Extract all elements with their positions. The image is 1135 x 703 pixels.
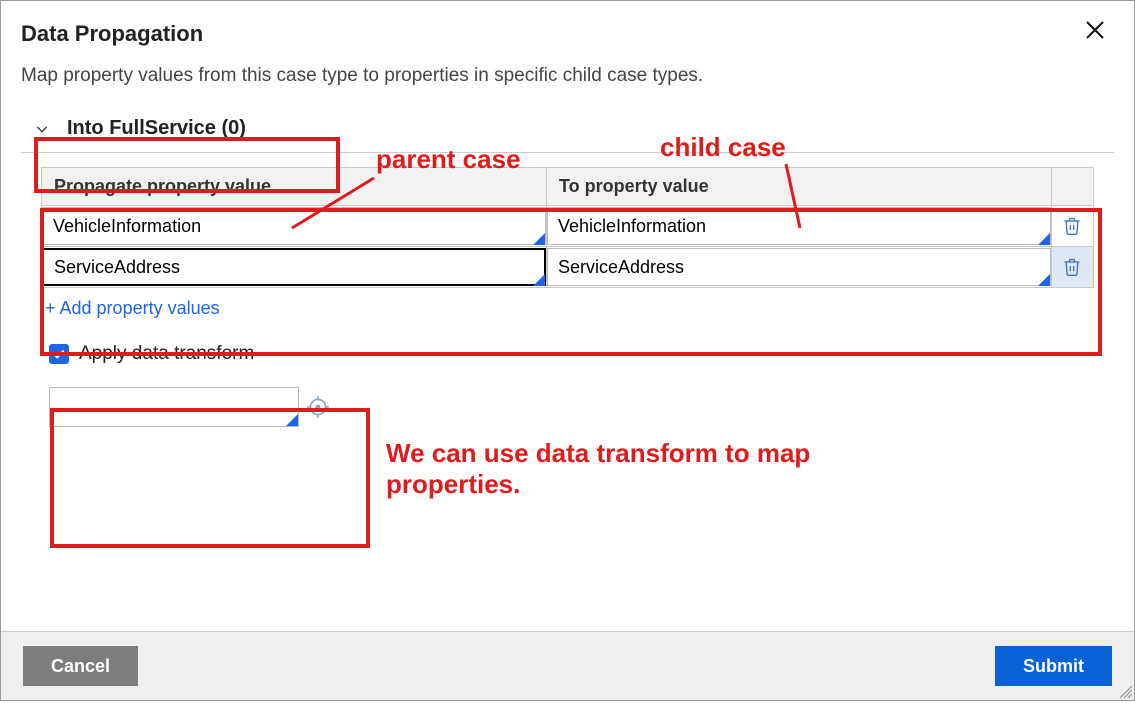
- apply-transform-row: Apply data transform: [49, 343, 369, 365]
- propagate-from-input[interactable]: [42, 207, 546, 245]
- data-transform-input[interactable]: [49, 387, 299, 427]
- data-propagation-dialog: Data Propagation Map property values fro…: [0, 0, 1135, 701]
- close-icon: [1083, 18, 1107, 47]
- col-header-from: Propagate property value: [42, 168, 547, 206]
- submit-button[interactable]: Submit: [995, 646, 1112, 686]
- close-button[interactable]: [1078, 15, 1112, 49]
- accordion-label: Into FullService (0): [67, 117, 246, 140]
- divider: [21, 152, 1114, 153]
- table-row: [42, 247, 1094, 288]
- propagate-to-input[interactable]: [547, 207, 1051, 245]
- dialog-title: Data Propagation: [21, 21, 1114, 47]
- trash-icon: [1062, 215, 1082, 237]
- apply-transform-label: Apply data transform: [79, 343, 254, 365]
- add-property-row: + Add property values: [45, 298, 1094, 319]
- trash-icon: [1062, 256, 1082, 278]
- delete-row-button[interactable]: [1053, 207, 1092, 245]
- table-row: [42, 206, 1094, 247]
- mapping-section: Propagate property value To property val…: [41, 167, 1094, 445]
- apply-transform-checkbox[interactable]: [49, 344, 69, 364]
- dialog-footer: Cancel Submit: [1, 631, 1134, 700]
- cancel-button[interactable]: Cancel: [23, 646, 138, 686]
- mapping-table: Propagate property value To property val…: [41, 167, 1094, 288]
- delete-row-button[interactable]: [1053, 248, 1092, 286]
- apply-transform-box: Apply data transform: [41, 337, 377, 445]
- col-header-to: To property value: [546, 168, 1051, 206]
- propagate-from-input[interactable]: [42, 248, 546, 286]
- crosshair-open-rule-button[interactable]: [305, 394, 331, 420]
- propagate-to-input[interactable]: [547, 248, 1051, 286]
- resize-grip-icon[interactable]: [1116, 682, 1132, 698]
- accordion-header[interactable]: Into FullService (0): [21, 111, 339, 146]
- chevron-down-icon: [33, 120, 51, 138]
- dialog-subtitle: Map property values from this case type …: [21, 65, 1114, 87]
- data-transform-input-row: [49, 387, 369, 427]
- col-header-actions: [1051, 168, 1093, 206]
- dialog-body: Data Propagation Map property values fro…: [1, 1, 1134, 631]
- add-property-link[interactable]: + Add property values: [45, 298, 220, 318]
